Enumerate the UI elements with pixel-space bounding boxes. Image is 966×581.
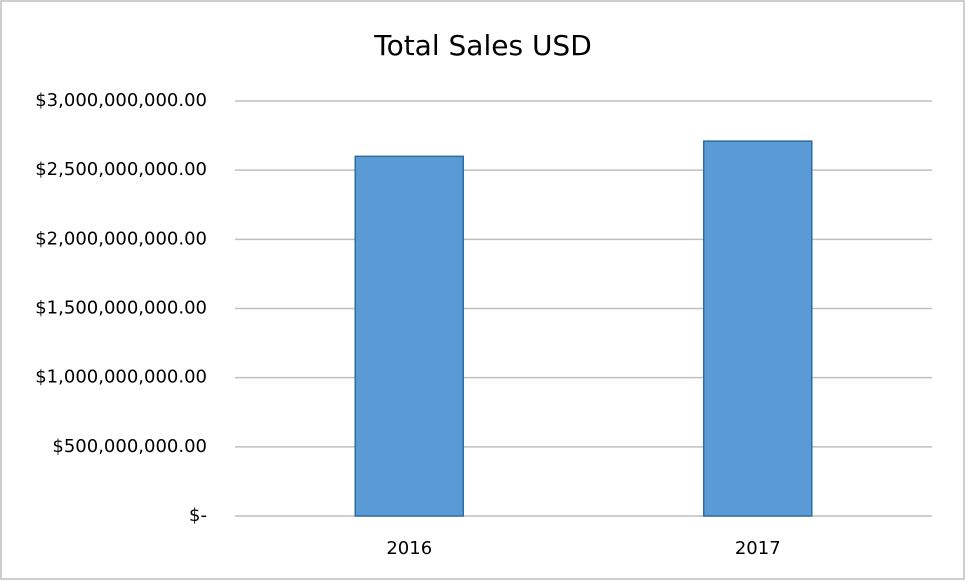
y-tick-label: $3,000,000,000.00 xyxy=(35,90,207,111)
y-tick-label: $- xyxy=(189,505,207,526)
y-tick-label: $1,000,000,000.00 xyxy=(35,367,207,388)
chart-title: Total Sales USD xyxy=(373,29,592,62)
bar xyxy=(354,155,465,517)
y-tick-label: $500,000,000.00 xyxy=(52,436,207,457)
y-tick-label: $1,500,000,000.00 xyxy=(35,298,207,319)
x-tick-label: 2017 xyxy=(735,538,781,559)
y-tick-label: $2,000,000,000.00 xyxy=(35,228,207,249)
bar xyxy=(702,140,813,517)
y-tick-label: $2,500,000,000.00 xyxy=(35,159,207,180)
x-tick-label: 2016 xyxy=(386,538,432,559)
